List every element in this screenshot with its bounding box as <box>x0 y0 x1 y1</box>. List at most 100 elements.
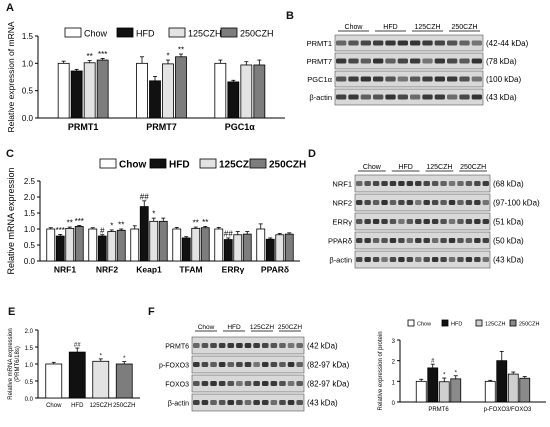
blot-f-row-name: p-FOXO3 <box>159 363 189 370</box>
blot-f-band <box>287 362 295 367</box>
blot-f-band <box>236 400 243 405</box>
blot-f-band <box>261 400 269 405</box>
chart-e: 0.0 0.5 1.0 1.5 2.0 Relative mRNA expression(… <box>0 306 148 427</box>
blot-f-band <box>218 343 226 348</box>
ax-c-sig: ## <box>140 192 149 201</box>
ax-c-legend-label: HFD <box>169 160 190 171</box>
blot-b-band <box>397 94 408 100</box>
blot-b-band <box>373 76 384 82</box>
ax-a-ytick-label: 1.0 <box>22 59 34 68</box>
ax-c-category-label: PPARδ <box>261 265 289 275</box>
ax-a-bar <box>175 56 187 119</box>
blot-b-band <box>447 40 458 46</box>
ax-c-sig: *** <box>56 226 65 235</box>
blot-b-band <box>336 58 347 64</box>
blot-d-band <box>482 219 489 224</box>
blot-f-band <box>279 381 286 386</box>
ax-c-bar <box>65 227 75 262</box>
blot-f-band <box>270 362 278 367</box>
blot-d-row-kda: (51 kDa) <box>493 218 524 227</box>
blot-b-band <box>471 58 482 64</box>
ax-e-sig: * <box>123 356 126 362</box>
blot-b-group-label: 250CZH <box>451 24 477 31</box>
blot-b-band <box>336 40 347 46</box>
ax-f-category-label: PRMT6 <box>428 407 449 413</box>
ax-c-legend-label: Chow <box>119 160 146 171</box>
blot-d-band <box>423 257 430 262</box>
blot-d-band <box>415 219 422 224</box>
ax-c-bar <box>223 239 233 262</box>
ax-c-category-label: TFAM <box>179 265 202 275</box>
blot-f-band <box>193 400 200 405</box>
blot-f-band <box>270 343 278 348</box>
blot-f-band <box>193 381 200 386</box>
blot-d-band <box>372 257 380 262</box>
blot-d-band <box>406 200 414 205</box>
blot-d-band <box>372 200 380 205</box>
blot-d-band <box>448 219 456 224</box>
blot-b-row-kda: (78 kDa) <box>486 57 517 66</box>
ax-c-bar <box>88 228 98 262</box>
ax-c-sig: ** <box>193 219 199 228</box>
ax-f-bar <box>415 380 427 403</box>
blot-d-row-kda: (68 kDa) <box>493 180 524 189</box>
panel-label-d: D <box>308 148 316 160</box>
blot-f-band <box>261 381 269 386</box>
ax-c-bar <box>256 228 266 262</box>
ax-f-sig: * <box>443 373 446 379</box>
blot-d: Chow HFD 125CZH 250CZH NRF1 (68 kDa) NRF2 (97-1… <box>310 160 550 275</box>
blot-d-band <box>372 238 380 243</box>
blot-b-band <box>385 94 396 100</box>
blot-d-band <box>482 200 489 205</box>
blot-f-band <box>201 343 209 348</box>
blot-f-band <box>279 400 286 405</box>
ax-a-bar <box>57 62 70 119</box>
ax-c-category-label: Keap1 <box>136 265 162 275</box>
ax-c-bar <box>107 231 117 262</box>
ax-c-bar <box>242 233 252 262</box>
ax-f-sig: * <box>455 370 458 376</box>
blot-f-band <box>218 362 226 367</box>
blot-d-band <box>465 257 473 262</box>
ax-a-bar <box>162 63 174 119</box>
blot-d-band <box>406 238 414 243</box>
ax-a-legend-label: Chow <box>84 29 108 39</box>
blot-d-band <box>389 219 397 224</box>
blot-b-band <box>447 58 458 64</box>
ax-c-bar <box>116 229 126 262</box>
ax-a-sig: ** <box>178 46 184 55</box>
blot-b-band <box>336 76 347 82</box>
blot-d-band <box>406 181 414 186</box>
blot-b-band <box>360 76 371 82</box>
blot-d-band <box>465 200 473 205</box>
ax-e-sig: * <box>100 353 103 359</box>
ax-a-ytick-label: 0.0 <box>22 114 34 123</box>
ax-c-sig: ## <box>224 229 233 238</box>
blot-d-band <box>381 181 388 186</box>
panel-label-a: A <box>6 2 14 14</box>
blot-b-band <box>385 40 396 46</box>
ax-c-legend-swatch <box>149 158 167 169</box>
ax-c-legend-swatch <box>99 158 117 169</box>
blot-d-svg: Chow HFD 125CZH 250CZH NRF1 (68 kDa) NRF2 (97-1… <box>328 164 540 269</box>
ax-a-legend-swatch <box>64 27 82 38</box>
blot-d-row-kda: (97-100 kDa) <box>493 199 540 208</box>
ax-c-sig: * <box>152 210 155 219</box>
blot-b-row-bg <box>334 70 484 88</box>
ax-c-bar <box>200 227 210 262</box>
ax-f-category-label: p-FOXO3/FOXO3 <box>484 407 532 413</box>
blot-d-band <box>431 181 439 186</box>
blot-b: Chow HFD 125CZH 250CZH PRMT1 (42-44 kDa) PRMT7… <box>290 20 550 120</box>
blot-d-band <box>474 200 481 205</box>
blot-f-band <box>279 362 286 367</box>
blot-b-row-bg <box>334 52 484 70</box>
blot-f-band <box>270 400 278 405</box>
blot-d-band <box>474 181 481 186</box>
blot-b-band <box>459 40 470 46</box>
ax-e-ytick-label: 0.5 <box>25 380 34 386</box>
blot-b-band <box>360 94 371 100</box>
blot-b-band <box>373 94 384 100</box>
blot-d-band <box>381 257 388 262</box>
blot-d-row-bg <box>354 231 491 250</box>
blot-f-group-label: 250CZH <box>278 324 303 331</box>
